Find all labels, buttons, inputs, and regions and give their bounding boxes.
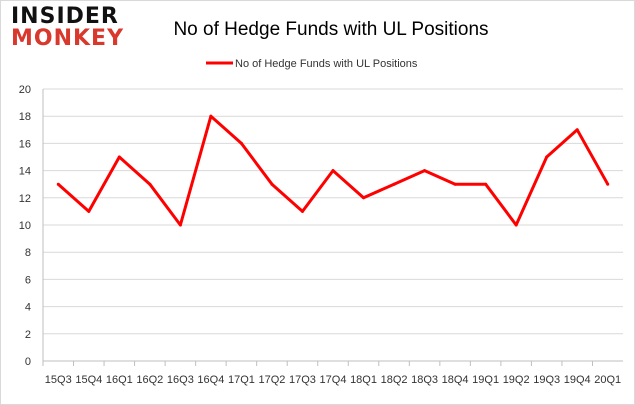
chart-title: No of Hedge Funds with UL Positions <box>173 19 488 40</box>
x-tick-label: 15Q3 <box>45 374 72 386</box>
logo-line2: MONKEY <box>11 26 125 51</box>
x-tick-label: 16Q1 <box>106 374 133 386</box>
y-tick-label: 18 <box>19 111 31 123</box>
data-point <box>331 169 335 173</box>
x-tick-label: 16Q3 <box>167 374 194 386</box>
y-tick-label: 16 <box>19 138 31 150</box>
y-tick-label: 12 <box>19 193 31 205</box>
x-tick-label: 19Q3 <box>533 374 560 386</box>
data-point <box>300 209 304 213</box>
x-tick-label: 17Q1 <box>228 374 255 386</box>
y-tick-label: 8 <box>25 247 31 259</box>
y-tick-label: 14 <box>19 166 31 178</box>
y-tick-label: 0 <box>25 356 31 368</box>
x-tick-label: 15Q4 <box>75 374 102 386</box>
data-point <box>56 182 60 186</box>
data-point <box>575 128 579 132</box>
data-point <box>423 169 427 173</box>
x-tick-label: 16Q4 <box>197 374 224 386</box>
data-point <box>87 209 91 213</box>
x-tick-label: 18Q3 <box>411 374 438 386</box>
x-tick-label: 17Q3 <box>289 374 316 386</box>
data-point <box>606 182 610 186</box>
data-point <box>392 182 396 186</box>
x-tick-label: 16Q2 <box>136 374 163 386</box>
x-tick-label: 18Q4 <box>442 374 469 386</box>
x-tick-label: 17Q4 <box>320 374 347 386</box>
y-tick-label: 10 <box>19 220 31 232</box>
x-tick-label: 17Q2 <box>258 374 285 386</box>
data-point <box>362 196 366 200</box>
y-tick-label: 20 <box>19 84 31 96</box>
x-tick-label: 19Q4 <box>564 374 591 386</box>
x-tick-label: 19Q1 <box>472 374 499 386</box>
x-tick-label: 20Q1 <box>594 374 621 386</box>
x-tick-label: 19Q2 <box>503 374 530 386</box>
data-point <box>270 182 274 186</box>
y-tick-label: 4 <box>25 302 31 314</box>
logo-line1: INSIDER <box>11 4 119 29</box>
data-point <box>239 141 243 145</box>
x-tick-label: 18Q1 <box>350 374 377 386</box>
insider-monkey-logo: INSIDER MONKEY <box>11 6 124 50</box>
x-tick-label: 18Q2 <box>381 374 408 386</box>
data-point <box>117 155 121 159</box>
y-tick-label: 6 <box>25 274 31 286</box>
y-tick-label: 2 <box>25 329 31 341</box>
data-point <box>514 223 518 227</box>
data-point <box>453 182 457 186</box>
legend-label: No of Hedge Funds with UL Positions <box>235 58 418 70</box>
data-point <box>484 182 488 186</box>
data-point <box>178 223 182 227</box>
data-point <box>545 155 549 159</box>
data-point <box>209 114 213 118</box>
data-point <box>148 182 152 186</box>
